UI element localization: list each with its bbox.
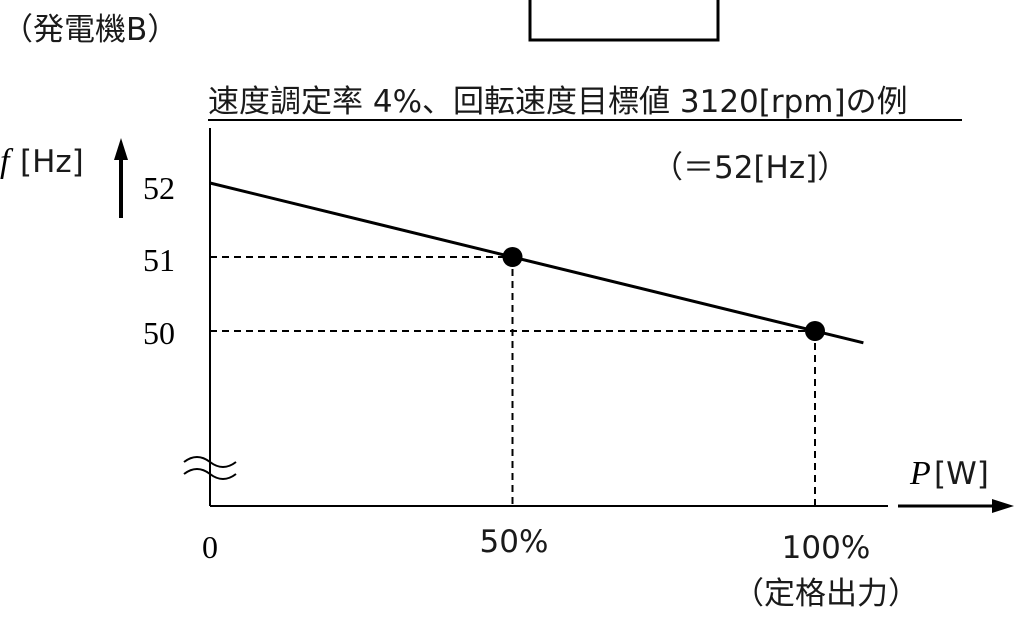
x-tick-50: 50% [480, 524, 549, 560]
y-tick-51: 51 [143, 242, 175, 278]
x-axis-symbol: P [909, 455, 931, 492]
y-arrow-head [114, 138, 128, 160]
generator-label: （発電機B） [2, 12, 178, 48]
x-tick-0: 0 [202, 529, 218, 565]
y-tick-50: 50 [143, 315, 175, 351]
droop-line [209, 181, 864, 345]
condition-title: 速度調定率 4%、回転速度目標値 3120[rpm]の例 [208, 84, 908, 120]
axis-break-mark-lower [183, 468, 237, 480]
y-axis-symbol: f [0, 143, 14, 180]
top-box-fragment [528, 0, 720, 42]
data-point-marker-1 [805, 321, 825, 341]
guide-lines [210, 256, 816, 506]
marker-group [502, 247, 825, 341]
y-axis-unit: [Hz] [20, 144, 84, 180]
x-tick-100: 100% [782, 530, 871, 566]
y-tick-52: 52 [143, 170, 175, 206]
axis-break-mark-upper [183, 456, 237, 468]
x-subtitle: （定格出力） [733, 576, 919, 612]
target-note: （＝52[Hz]） [652, 150, 848, 186]
x-axis-unit: [W] [934, 456, 989, 492]
data-point-marker-0 [502, 247, 523, 267]
x-arrow-head [992, 499, 1014, 513]
